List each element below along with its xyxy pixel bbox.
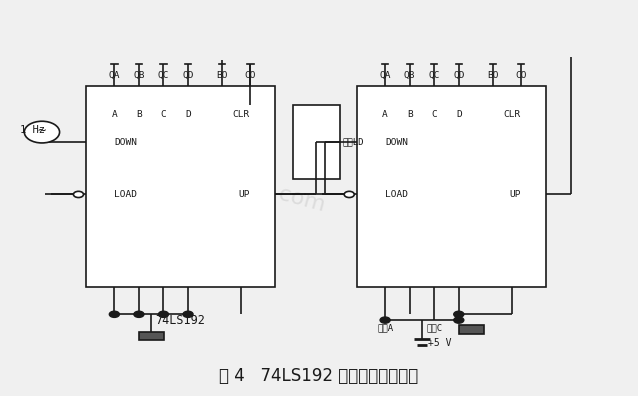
Bar (293, 105, 340, 179)
Text: 十位C: 十位C (426, 324, 442, 332)
Circle shape (454, 311, 464, 318)
Text: DOWN: DOWN (385, 137, 408, 147)
Text: B: B (407, 110, 413, 119)
Text: www.elecfans.com: www.elecfans.com (122, 142, 327, 215)
Circle shape (134, 311, 144, 318)
Text: CO: CO (244, 71, 256, 80)
Text: QB: QB (404, 71, 415, 80)
Text: BO: BO (487, 71, 498, 80)
Circle shape (24, 121, 59, 143)
Text: QD: QD (182, 71, 194, 80)
Text: QC: QC (429, 71, 440, 80)
Text: C: C (431, 110, 437, 119)
Text: LOAD: LOAD (114, 190, 137, 199)
Text: D: D (185, 110, 191, 119)
Text: QA: QA (380, 71, 391, 80)
Text: BO: BO (216, 71, 228, 80)
Text: QA: QA (108, 71, 120, 80)
Text: QD: QD (453, 71, 464, 80)
Text: CO: CO (516, 71, 527, 80)
Text: 图 4   74LS192 构成的计数器电路: 图 4 74LS192 构成的计数器电路 (219, 367, 419, 385)
Text: D: D (456, 110, 462, 119)
Text: B: B (136, 110, 142, 119)
Circle shape (183, 311, 193, 318)
Circle shape (380, 317, 390, 323)
Bar (86, 86, 275, 287)
Text: 1 Hz: 1 Hz (20, 125, 45, 135)
Bar (138, 332, 164, 340)
Text: +5 V: +5 V (428, 338, 451, 348)
Circle shape (158, 311, 168, 318)
Text: LOAD: LOAD (385, 190, 408, 199)
Text: QB: QB (133, 71, 145, 80)
Text: ~: ~ (38, 125, 46, 139)
Text: DOWN: DOWN (114, 137, 137, 147)
Text: 74LS192: 74LS192 (156, 314, 205, 327)
Text: CLR: CLR (232, 110, 249, 119)
Text: UP: UP (238, 190, 249, 199)
Text: 十位A: 十位A (377, 324, 393, 332)
Text: UP: UP (509, 190, 521, 199)
Circle shape (73, 191, 84, 198)
Circle shape (109, 311, 119, 318)
Text: 十位LD: 十位LD (343, 137, 364, 146)
Text: A: A (112, 110, 117, 119)
Text: C: C (161, 110, 167, 119)
Bar (459, 325, 484, 334)
Text: QC: QC (158, 71, 169, 80)
Text: CLR: CLR (503, 110, 521, 119)
Circle shape (454, 317, 464, 323)
Text: A: A (382, 110, 388, 119)
Bar (357, 86, 545, 287)
Circle shape (344, 191, 354, 198)
